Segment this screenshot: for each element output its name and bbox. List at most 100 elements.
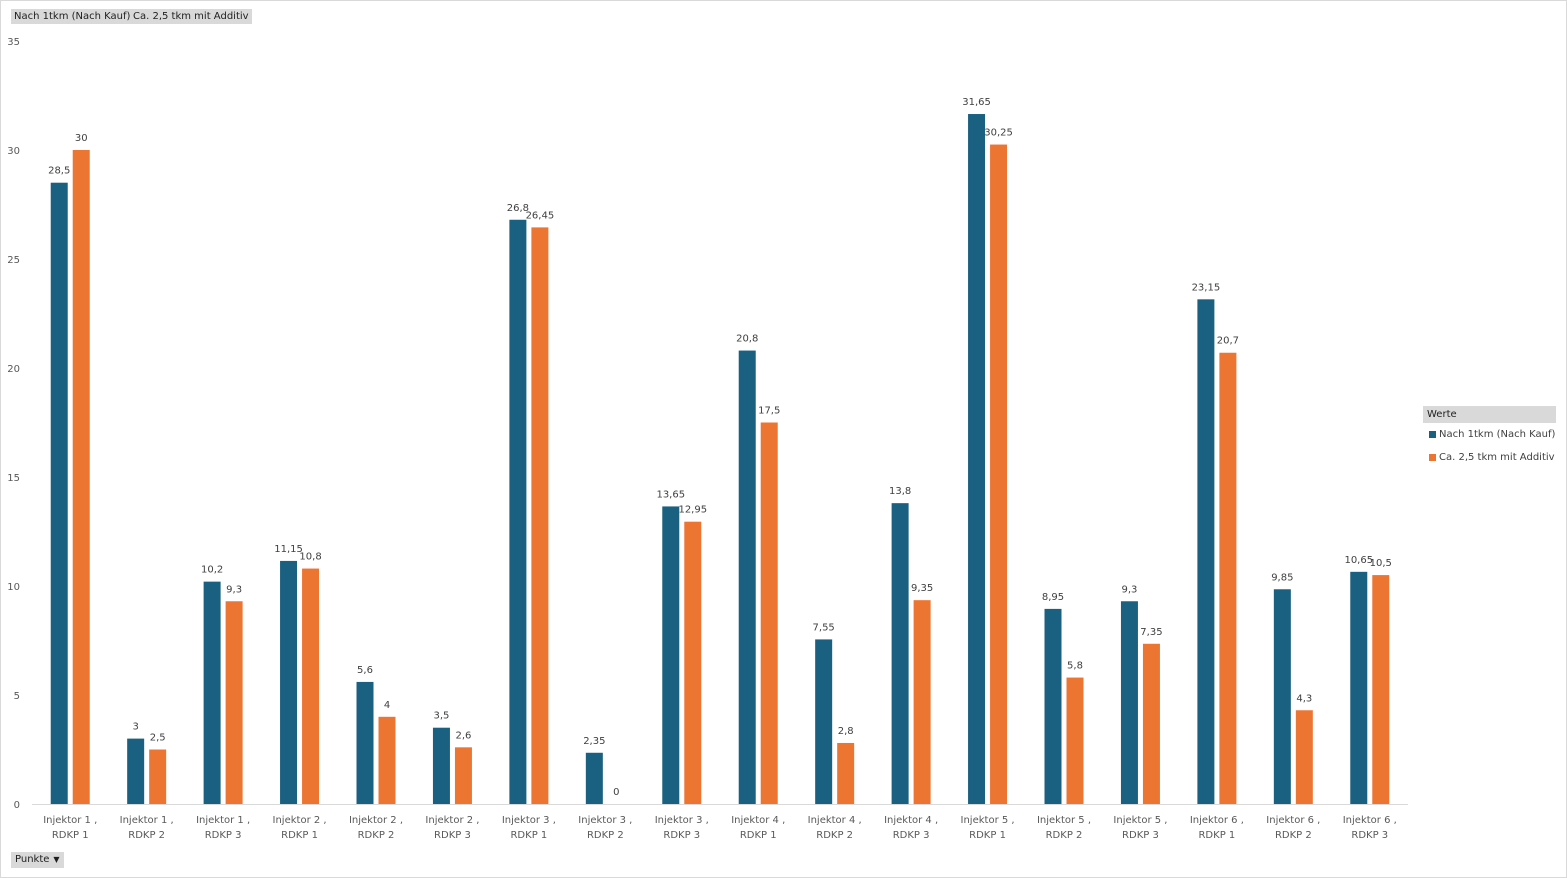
bar-series-1	[127, 738, 145, 804]
data-label-series-2: 0	[613, 787, 619, 798]
pivot-field-button-nach-1tkm[interactable]: Nach 1tkm (Nach Kauf)	[11, 9, 134, 24]
pivot-field-button-ca-2-5-tkm[interactable]: Ca. 2,5 tkm mit Additiv	[130, 9, 252, 24]
axis-field-button-punkte[interactable]: Punkte ▼	[11, 852, 64, 868]
data-label-series-1: 9,85	[1271, 572, 1293, 583]
bar-series-1	[50, 182, 68, 804]
category-label: RDKP 2	[587, 830, 624, 841]
y-tick-label: 35	[7, 37, 20, 48]
data-label-series-1: 2,35	[583, 736, 605, 747]
category-label: Injektor 2 ,	[425, 815, 479, 826]
category-label: RDKP 3	[434, 830, 471, 841]
category-label: RDKP 2	[1275, 830, 1312, 841]
y-tick-label: 25	[7, 255, 20, 266]
y-tick-label: 30	[7, 146, 20, 157]
bar-series-1	[585, 752, 603, 804]
category-label: Injektor 3 ,	[655, 815, 709, 826]
y-tick-label: 15	[7, 473, 20, 484]
bar-series-2	[760, 422, 778, 804]
data-label-series-1: 3	[132, 722, 138, 733]
category-label: RDKP 3	[893, 830, 930, 841]
bar-series-2	[531, 227, 549, 804]
bar-series-2	[1295, 710, 1313, 804]
data-label-series-2: 10,5	[1370, 558, 1392, 569]
category-label: RDKP 3	[205, 830, 242, 841]
category-label: Injektor 2 ,	[273, 815, 327, 826]
category-label: Injektor 5 ,	[1113, 815, 1167, 826]
data-label-series-1: 20,8	[736, 334, 758, 345]
bar-series-2	[378, 716, 396, 804]
category-label: RDKP 2	[1046, 830, 1083, 841]
bar-series-2	[454, 747, 472, 804]
bar-series-1	[356, 681, 374, 804]
category-label: RDKP 2	[128, 830, 165, 841]
bar-series-2	[225, 601, 243, 804]
category-label: Injektor 5 ,	[961, 815, 1015, 826]
bar-series-2	[72, 150, 90, 804]
data-label-series-2: 2,8	[838, 726, 854, 737]
data-label-series-1: 11,15	[274, 544, 303, 555]
legend-item-series-1[interactable]: Nach 1tkm (Nach Kauf)	[1423, 423, 1556, 446]
bar-series-1	[738, 350, 756, 804]
bar-series-2	[1372, 575, 1390, 804]
data-label-series-2: 30,25	[984, 128, 1013, 139]
data-label-series-1: 31,65	[962, 97, 991, 108]
bar-series-2	[913, 600, 931, 804]
category-label: Injektor 2 ,	[349, 815, 403, 826]
data-label-series-2: 20,7	[1217, 336, 1239, 347]
bar-series-1	[1197, 299, 1215, 804]
category-label: Injektor 5 ,	[1037, 815, 1091, 826]
category-label: RDKP 3	[1122, 830, 1159, 841]
legend-title: Werte	[1423, 406, 1556, 423]
axis-field-label: Punkte	[15, 854, 50, 865]
category-label: RDKP 1	[52, 830, 89, 841]
legend-item-series-2[interactable]: Ca. 2,5 tkm mit Additiv	[1423, 446, 1556, 469]
legend-swatch-series-2	[1429, 454, 1436, 461]
y-tick-label: 5	[14, 691, 20, 702]
bar-series-1	[203, 581, 221, 804]
data-label-series-1: 9,3	[1121, 584, 1137, 595]
data-label-series-1: 23,15	[1192, 282, 1221, 293]
bar-series-2	[302, 568, 320, 804]
data-label-series-2: 26,45	[526, 210, 555, 221]
y-tick-label: 0	[14, 800, 20, 811]
category-label: Injektor 6 ,	[1266, 815, 1320, 826]
category-label: RDKP 2	[816, 830, 853, 841]
legend-swatch-series-1	[1429, 431, 1436, 438]
data-label-series-1: 7,55	[813, 622, 835, 633]
category-label: Injektor 6 ,	[1343, 815, 1397, 826]
bar-series-1	[662, 506, 680, 804]
category-label: Injektor 6 ,	[1190, 815, 1244, 826]
bar-series-2	[1066, 677, 1084, 804]
data-label-series-1: 13,8	[889, 486, 911, 497]
data-label-series-2: 17,5	[758, 406, 780, 417]
data-label-series-1: 10,2	[201, 565, 223, 576]
category-label: Injektor 3 ,	[502, 815, 556, 826]
bar-series-2	[684, 521, 702, 804]
bar-series-1	[509, 219, 527, 804]
category-label: RDKP 1	[969, 830, 1006, 841]
legend-label-series-2: Ca. 2,5 tkm mit Additiv	[1439, 452, 1555, 463]
legend: Werte Nach 1tkm (Nach Kauf) Ca. 2,5 tkm …	[1423, 406, 1556, 469]
bar-series-2	[1219, 352, 1237, 804]
bar-series-1	[968, 114, 986, 804]
bar-series-1	[1350, 571, 1368, 804]
data-label-series-2: 2,6	[455, 730, 471, 741]
legend-label-series-1: Nach 1tkm (Nach Kauf)	[1439, 429, 1556, 440]
bar-series-1	[891, 503, 909, 804]
category-label: RDKP 3	[1351, 830, 1388, 841]
bar-series-1	[815, 639, 833, 804]
data-label-series-2: 10,8	[299, 552, 321, 563]
category-label: RDKP 1	[281, 830, 318, 841]
data-label-series-1: 10,65	[1344, 555, 1373, 566]
data-label-series-2: 4,3	[1296, 693, 1312, 704]
bar-series-1	[1273, 589, 1291, 804]
category-label: RDKP 1	[510, 830, 547, 841]
bar-series-1	[1044, 608, 1062, 804]
data-label-series-1: 8,95	[1042, 592, 1064, 603]
data-label-series-2: 9,3	[226, 584, 242, 595]
category-label: Injektor 4 ,	[731, 815, 785, 826]
category-label: Injektor 1 ,	[43, 815, 97, 826]
data-label-series-2: 5,8	[1067, 661, 1083, 672]
category-label: Injektor 1 ,	[120, 815, 174, 826]
